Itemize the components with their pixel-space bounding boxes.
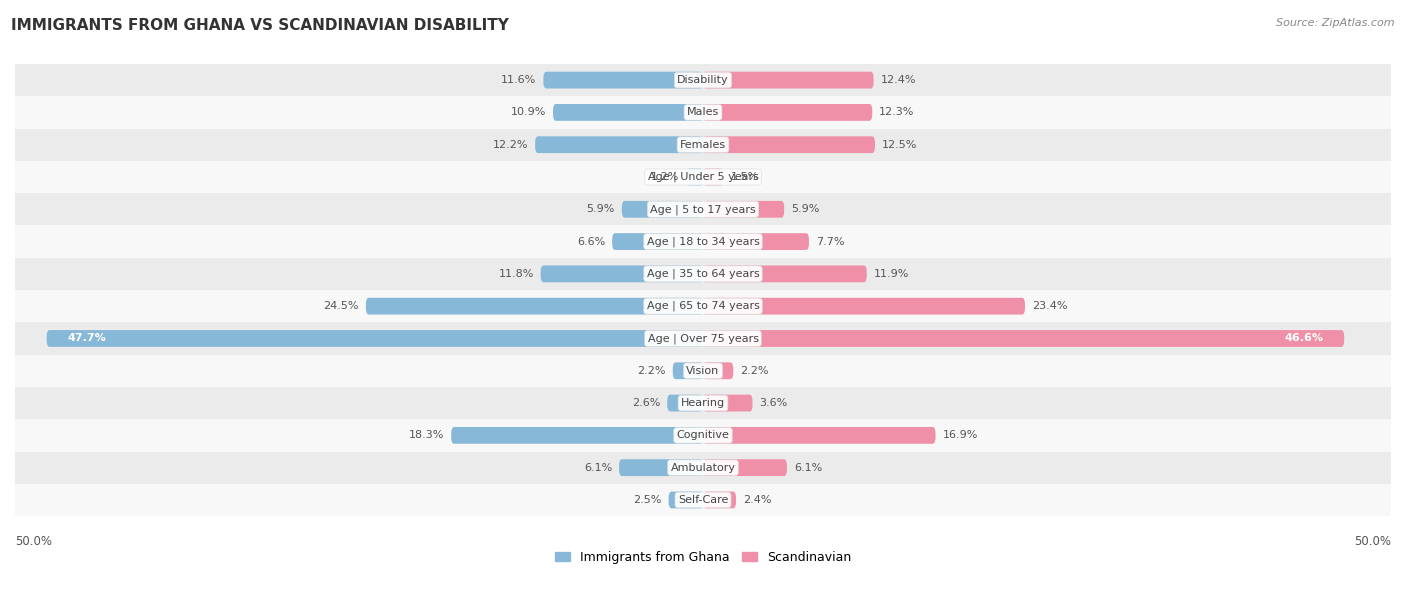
Text: Age | 35 to 64 years: Age | 35 to 64 years bbox=[647, 269, 759, 279]
FancyBboxPatch shape bbox=[703, 330, 1344, 347]
Text: 1.5%: 1.5% bbox=[731, 172, 759, 182]
Text: 16.9%: 16.9% bbox=[942, 430, 977, 441]
FancyBboxPatch shape bbox=[686, 168, 703, 185]
Text: 11.6%: 11.6% bbox=[502, 75, 537, 85]
Bar bbox=[15, 193, 1391, 225]
FancyBboxPatch shape bbox=[451, 427, 703, 444]
Bar bbox=[15, 225, 1391, 258]
FancyBboxPatch shape bbox=[703, 266, 866, 282]
Text: 12.2%: 12.2% bbox=[492, 140, 529, 150]
Text: 46.6%: 46.6% bbox=[1285, 334, 1323, 343]
Text: 11.8%: 11.8% bbox=[498, 269, 534, 279]
FancyBboxPatch shape bbox=[668, 395, 703, 411]
FancyBboxPatch shape bbox=[46, 330, 703, 347]
Text: 1.2%: 1.2% bbox=[651, 172, 679, 182]
Bar bbox=[15, 387, 1391, 419]
Text: 11.9%: 11.9% bbox=[873, 269, 910, 279]
FancyBboxPatch shape bbox=[543, 72, 703, 89]
Text: 10.9%: 10.9% bbox=[510, 107, 546, 118]
FancyBboxPatch shape bbox=[703, 136, 875, 153]
FancyBboxPatch shape bbox=[672, 362, 703, 379]
FancyBboxPatch shape bbox=[703, 233, 808, 250]
Bar bbox=[15, 161, 1391, 193]
FancyBboxPatch shape bbox=[619, 459, 703, 476]
FancyBboxPatch shape bbox=[669, 491, 703, 509]
Bar bbox=[15, 323, 1391, 354]
Text: Cognitive: Cognitive bbox=[676, 430, 730, 441]
Text: Ambulatory: Ambulatory bbox=[671, 463, 735, 472]
Text: 6.1%: 6.1% bbox=[583, 463, 612, 472]
Bar bbox=[15, 452, 1391, 484]
FancyBboxPatch shape bbox=[612, 233, 703, 250]
FancyBboxPatch shape bbox=[703, 362, 734, 379]
Text: 12.5%: 12.5% bbox=[882, 140, 917, 150]
Text: 2.6%: 2.6% bbox=[631, 398, 661, 408]
Bar bbox=[15, 290, 1391, 323]
Text: 12.3%: 12.3% bbox=[879, 107, 914, 118]
FancyBboxPatch shape bbox=[703, 72, 873, 89]
FancyBboxPatch shape bbox=[703, 491, 735, 509]
Text: 6.6%: 6.6% bbox=[576, 237, 606, 247]
Bar bbox=[15, 419, 1391, 452]
FancyBboxPatch shape bbox=[703, 168, 724, 185]
FancyBboxPatch shape bbox=[366, 298, 703, 315]
FancyBboxPatch shape bbox=[703, 395, 752, 411]
Bar bbox=[15, 484, 1391, 516]
Text: Self-Care: Self-Care bbox=[678, 495, 728, 505]
Text: 12.4%: 12.4% bbox=[880, 75, 915, 85]
Text: 7.7%: 7.7% bbox=[815, 237, 845, 247]
Text: 6.1%: 6.1% bbox=[794, 463, 823, 472]
FancyBboxPatch shape bbox=[621, 201, 703, 218]
Text: Males: Males bbox=[688, 107, 718, 118]
FancyBboxPatch shape bbox=[703, 201, 785, 218]
FancyBboxPatch shape bbox=[553, 104, 703, 121]
FancyBboxPatch shape bbox=[536, 136, 703, 153]
Text: 2.2%: 2.2% bbox=[740, 366, 769, 376]
Text: 18.3%: 18.3% bbox=[409, 430, 444, 441]
Text: Age | Under 5 years: Age | Under 5 years bbox=[648, 172, 758, 182]
Bar bbox=[15, 258, 1391, 290]
Text: 5.9%: 5.9% bbox=[586, 204, 614, 214]
FancyBboxPatch shape bbox=[703, 427, 935, 444]
Text: Age | 5 to 17 years: Age | 5 to 17 years bbox=[650, 204, 756, 215]
Text: 50.0%: 50.0% bbox=[1354, 536, 1391, 548]
Bar bbox=[15, 354, 1391, 387]
FancyBboxPatch shape bbox=[703, 298, 1025, 315]
Text: 2.2%: 2.2% bbox=[637, 366, 666, 376]
Text: 23.4%: 23.4% bbox=[1032, 301, 1067, 311]
FancyBboxPatch shape bbox=[703, 459, 787, 476]
Text: 5.9%: 5.9% bbox=[792, 204, 820, 214]
Text: IMMIGRANTS FROM GHANA VS SCANDINAVIAN DISABILITY: IMMIGRANTS FROM GHANA VS SCANDINAVIAN DI… bbox=[11, 18, 509, 34]
Text: Disability: Disability bbox=[678, 75, 728, 85]
Text: 24.5%: 24.5% bbox=[323, 301, 359, 311]
Text: Vision: Vision bbox=[686, 366, 720, 376]
Text: Age | 18 to 34 years: Age | 18 to 34 years bbox=[647, 236, 759, 247]
FancyBboxPatch shape bbox=[541, 266, 703, 282]
Text: Females: Females bbox=[681, 140, 725, 150]
Text: Age | Over 75 years: Age | Over 75 years bbox=[648, 333, 758, 344]
Text: 2.5%: 2.5% bbox=[633, 495, 662, 505]
Bar bbox=[15, 64, 1391, 96]
Text: 3.6%: 3.6% bbox=[759, 398, 787, 408]
Bar bbox=[15, 129, 1391, 161]
Text: Hearing: Hearing bbox=[681, 398, 725, 408]
Text: Age | 65 to 74 years: Age | 65 to 74 years bbox=[647, 301, 759, 312]
Text: 50.0%: 50.0% bbox=[15, 536, 52, 548]
Text: 47.7%: 47.7% bbox=[67, 334, 105, 343]
Text: 2.4%: 2.4% bbox=[742, 495, 772, 505]
Bar bbox=[15, 96, 1391, 129]
Text: Source: ZipAtlas.com: Source: ZipAtlas.com bbox=[1277, 18, 1395, 28]
Legend: Immigrants from Ghana, Scandinavian: Immigrants from Ghana, Scandinavian bbox=[555, 551, 851, 564]
FancyBboxPatch shape bbox=[703, 104, 872, 121]
